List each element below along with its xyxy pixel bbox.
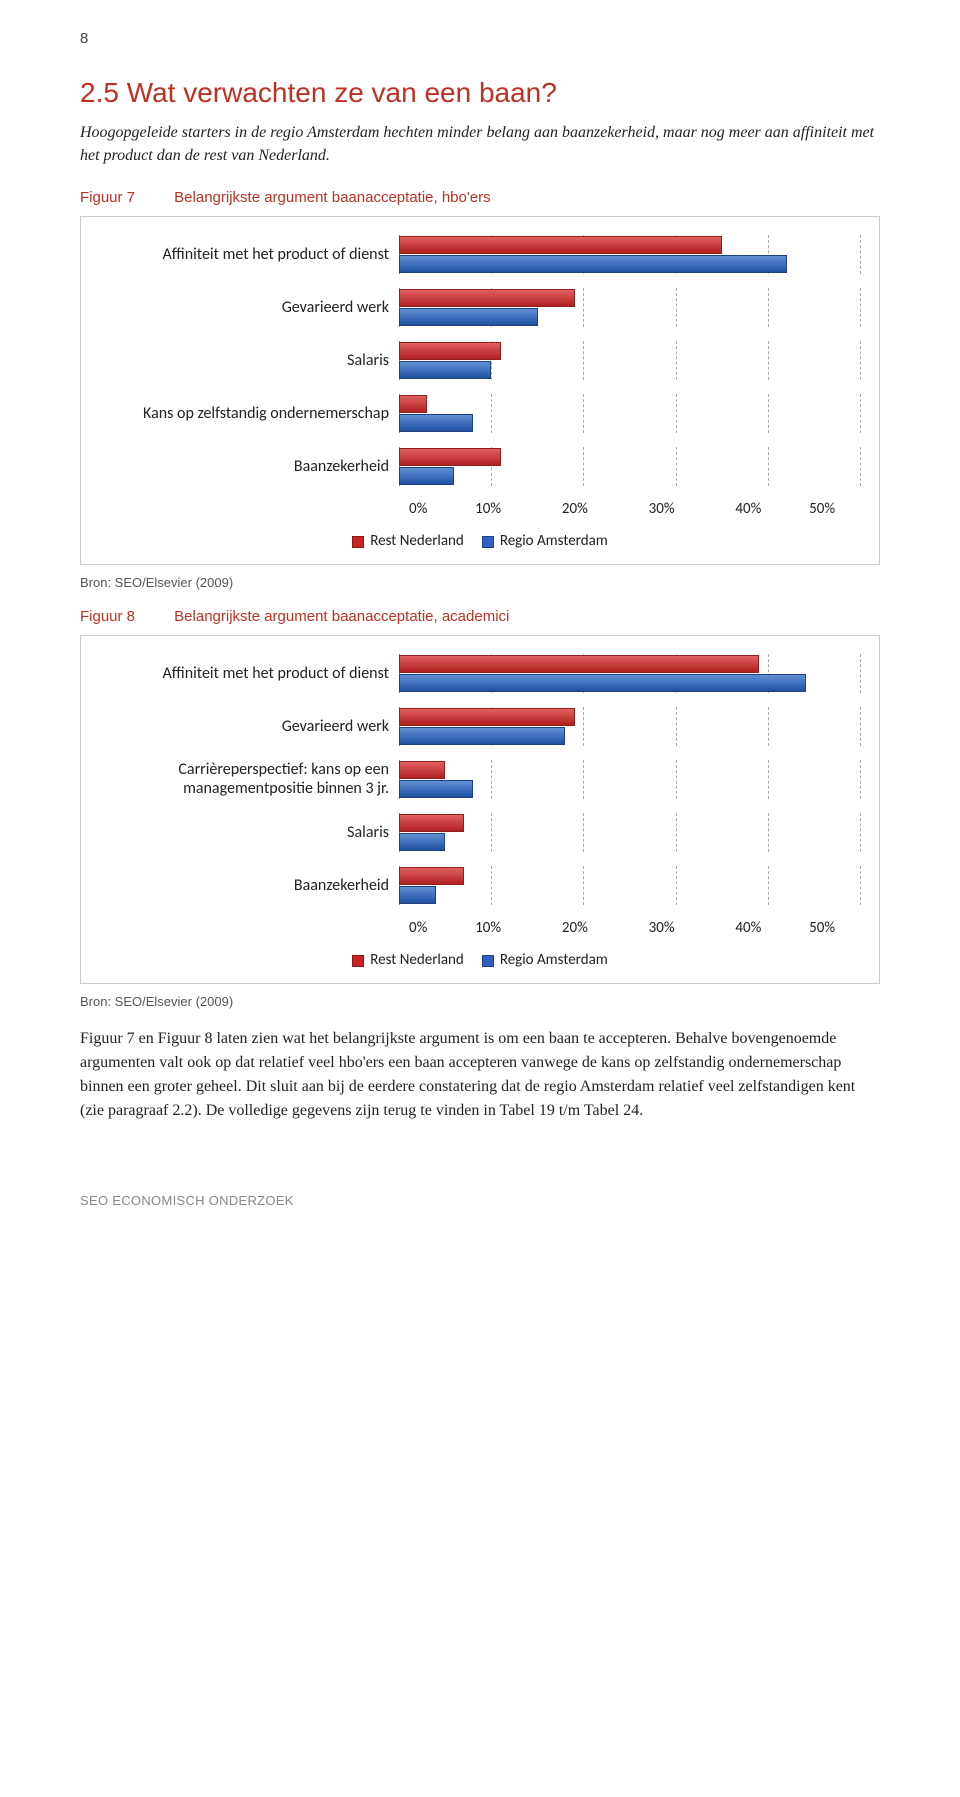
bar-rest-nederland — [399, 289, 575, 307]
chart-row: Baanzekerheid — [99, 866, 861, 905]
legend-swatch — [482, 955, 494, 967]
figure7-chart: Affiniteit met het product of dienst Geva… — [80, 216, 880, 565]
x-tick-label: 50% — [809, 919, 835, 937]
category-label: Baanzekerheid — [99, 447, 399, 486]
chart-row: Baanzekerheid — [99, 447, 861, 486]
x-axis: 0% 10% 20% 30% 40% 50% — [409, 500, 861, 518]
bar-rest-nederland — [399, 395, 427, 413]
x-tick-label: 40% — [735, 500, 761, 518]
bar-rest-nederland — [399, 708, 575, 726]
legend-swatch — [352, 536, 364, 548]
chart-row: Affiniteit met het product of dienst — [99, 654, 861, 693]
bar-regio-amsterdam — [399, 255, 787, 273]
section-heading: 2.5 Wat verwachten ze van een baan? — [80, 77, 880, 109]
figure8-caption: Figuur 8 Belangrijkste argument baanacce… — [80, 608, 880, 625]
chart-row: Carrièreperspectief: kans op een managem… — [99, 760, 861, 799]
bar-rest-nederland — [399, 236, 722, 254]
x-tick-label: 40% — [735, 919, 761, 937]
bar-regio-amsterdam — [399, 727, 565, 745]
bar-rest-nederland — [399, 655, 759, 673]
x-tick-label: 10% — [475, 919, 501, 937]
bar-regio-amsterdam — [399, 780, 473, 798]
footer-text: SEO ECONOMISCH ONDERZOEK — [80, 1193, 880, 1208]
figure8-source: Bron: SEO/Elsevier (2009) — [80, 994, 880, 1009]
legend: Rest Nederland Regio Amsterdam — [99, 532, 861, 550]
legend-swatch — [482, 536, 494, 548]
figure8-number: Figuur 8 — [80, 608, 170, 625]
category-label: Affiniteit met het product of dienst — [99, 235, 399, 274]
chart-row: Gevarieerd werk — [99, 707, 861, 746]
bar-regio-amsterdam — [399, 414, 473, 432]
legend-label: Regio Amsterdam — [500, 951, 608, 969]
category-label: Affiniteit met het product of dienst — [99, 654, 399, 693]
category-label: Salaris — [99, 813, 399, 852]
chart-row: Gevarieerd werk — [99, 288, 861, 327]
legend-label: Regio Amsterdam — [500, 532, 608, 550]
x-tick-label: 10% — [475, 500, 501, 518]
figure8-chart: Affiniteit met het product of dienst Geva… — [80, 635, 880, 984]
figure7-number: Figuur 7 — [80, 189, 170, 206]
bar-regio-amsterdam — [399, 361, 491, 379]
x-tick-label: 0% — [409, 919, 427, 937]
bar-regio-amsterdam — [399, 308, 538, 326]
bar-regio-amsterdam — [399, 674, 806, 692]
chart-row: Salaris — [99, 813, 861, 852]
bar-rest-nederland — [399, 342, 501, 360]
body-paragraph: Figuur 7 en Figuur 8 laten zien wat het … — [80, 1027, 880, 1123]
category-label: Kans op zelfstandig ondernemerschap — [99, 394, 399, 433]
figure7-title: Belangrijkste argument baanacceptatie, h… — [174, 189, 490, 206]
bar-rest-nederland — [399, 761, 445, 779]
x-tick-label: 0% — [409, 500, 427, 518]
chart-row: Salaris — [99, 341, 861, 380]
page-number: 8 — [80, 30, 880, 47]
bar-rest-nederland — [399, 448, 501, 466]
x-axis: 0% 10% 20% 30% 40% 50% — [409, 919, 861, 937]
chart-row: Affiniteit met het product of dienst — [99, 235, 861, 274]
bar-rest-nederland — [399, 867, 464, 885]
x-tick-label: 20% — [562, 919, 588, 937]
category-label: Carrièreperspectief: kans op een managem… — [99, 760, 399, 799]
bar-regio-amsterdam — [399, 886, 436, 904]
chart-row: Kans op zelfstandig ondernemerschap — [99, 394, 861, 433]
bar-rest-nederland — [399, 814, 464, 832]
category-label: Gevarieerd werk — [99, 707, 399, 746]
legend-label: Rest Nederland — [370, 532, 464, 550]
x-tick-label: 30% — [649, 500, 675, 518]
bar-regio-amsterdam — [399, 467, 454, 485]
figure7-source: Bron: SEO/Elsevier (2009) — [80, 575, 880, 590]
bar-regio-amsterdam — [399, 833, 445, 851]
x-tick-label: 50% — [809, 500, 835, 518]
figure8-title: Belangrijkste argument baanacceptatie, a… — [174, 608, 509, 625]
category-label: Baanzekerheid — [99, 866, 399, 905]
figure7-caption: Figuur 7 Belangrijkste argument baanacce… — [80, 189, 880, 206]
intro-paragraph: Hoogopgeleide starters in de regio Amste… — [80, 121, 880, 167]
legend-swatch — [352, 955, 364, 967]
x-tick-label: 20% — [562, 500, 588, 518]
category-label: Gevarieerd werk — [99, 288, 399, 327]
legend: Rest Nederland Regio Amsterdam — [99, 951, 861, 969]
x-tick-label: 30% — [649, 919, 675, 937]
category-label: Salaris — [99, 341, 399, 380]
legend-label: Rest Nederland — [370, 951, 464, 969]
